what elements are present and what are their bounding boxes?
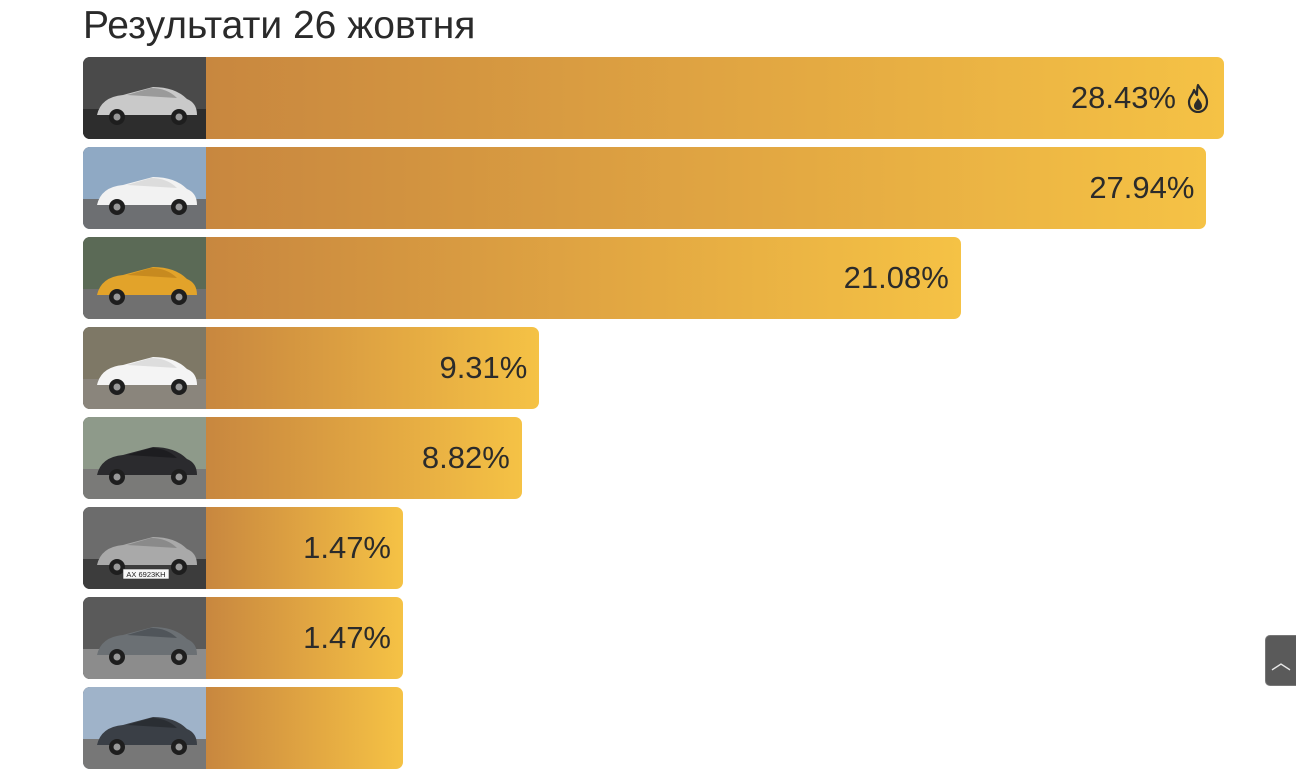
bar-fill-4: 9.31% — [206, 327, 540, 409]
bar-2: 27.94% — [83, 147, 1207, 229]
car-photo-white-suv — [83, 147, 206, 229]
car-photo-white-sedan — [83, 327, 206, 409]
bar-value-text: 1.47% — [303, 530, 391, 565]
bar-7: 1.47% — [83, 597, 403, 679]
bar-value-label: 28.43% — [1071, 57, 1212, 139]
chevron-up-icon: ︿ — [1271, 652, 1291, 674]
fire-icon — [1184, 83, 1212, 114]
bar-fill-3: 21.08% — [206, 237, 961, 319]
car-photo-silver-hatchback: AX 6923KH — [83, 507, 206, 589]
car-photo-black-crossover — [83, 417, 206, 499]
license-plate-text: AX 6923KH — [126, 570, 165, 579]
bar-value-text: 21.08% — [843, 260, 949, 295]
bar-value-text: 27.94% — [1089, 170, 1195, 205]
bar-value-label: 8.82% — [422, 417, 510, 499]
bar-6: AX 6923KH 1.47% — [83, 507, 403, 589]
bar-fill-8 — [206, 687, 403, 769]
bar-value-label: 27.94% — [1089, 147, 1194, 229]
bar-8 — [83, 687, 403, 769]
bar-fill-5: 8.82% — [206, 417, 522, 499]
bar-1: 28.43% — [83, 57, 1224, 139]
page-title: Результати 26 жовтня — [83, 4, 476, 47]
car-photo-silver-coupe — [83, 57, 206, 139]
bar-value-label: 9.31% — [439, 327, 527, 409]
car-photo-dark-car — [83, 687, 206, 769]
car-photo-yellow-hatchback — [83, 237, 206, 319]
bar-value-label: 1.47% — [303, 597, 391, 679]
bar-fill-7: 1.47% — [206, 597, 403, 679]
bar-fill-2: 27.94% — [206, 147, 1207, 229]
scroll-to-top-button[interactable]: ︿ — [1265, 635, 1296, 686]
bar-value-text: 28.43% — [1070, 80, 1176, 115]
bar-value-text: 9.31% — [439, 350, 528, 385]
bar-3: 21.08% — [83, 237, 961, 319]
bar-value-label: 1.47% — [303, 507, 391, 589]
bar-value-text: 1.47% — [303, 620, 391, 655]
bar-value-label: 21.08% — [844, 237, 949, 319]
bar-4: 9.31% — [83, 327, 540, 409]
bar-5: 8.82% — [83, 417, 522, 499]
bar-value-text: 8.82% — [421, 440, 510, 475]
bar-fill-1: 28.43% — [206, 57, 1224, 139]
car-photo-grey-crossover — [83, 597, 206, 679]
bar-fill-6: 1.47% — [206, 507, 403, 589]
